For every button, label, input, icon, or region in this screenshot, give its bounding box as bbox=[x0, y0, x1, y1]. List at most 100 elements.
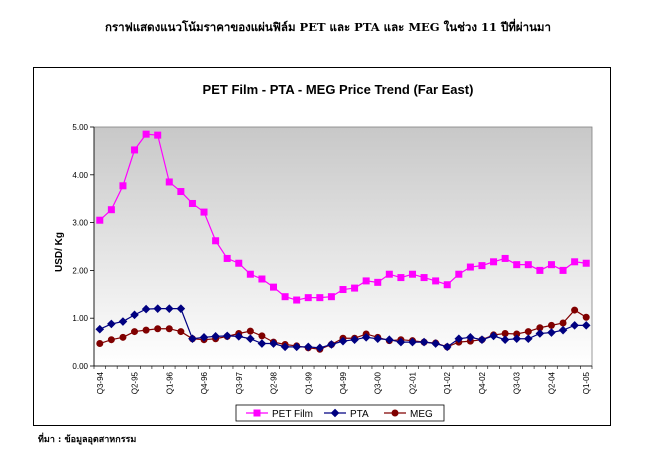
data-point-pet-film bbox=[258, 275, 266, 283]
data-point-pet-film bbox=[362, 277, 370, 285]
data-point-meg bbox=[246, 327, 254, 335]
data-point-pta bbox=[107, 319, 116, 329]
data-point-pta bbox=[477, 335, 487, 345]
data-point-pta bbox=[454, 334, 464, 344]
data-point-pet-film bbox=[246, 270, 254, 278]
data-point-pta bbox=[292, 342, 301, 352]
x-tick-label: Q3-94 bbox=[96, 371, 105, 394]
legend-item-pta: PTA bbox=[324, 408, 369, 420]
data-point-meg bbox=[582, 313, 590, 321]
data-point-pet-film bbox=[339, 286, 347, 294]
legend-item-meg: MEG bbox=[384, 409, 433, 420]
data-point-pet-film bbox=[212, 237, 220, 245]
data-point-pta bbox=[396, 337, 406, 347]
data-point-pta bbox=[153, 304, 163, 313]
data-point-pet-film bbox=[119, 182, 127, 190]
data-point-meg bbox=[559, 319, 567, 327]
data-point-meg bbox=[96, 340, 104, 348]
data-point-pet-film bbox=[200, 208, 208, 216]
data-point-pet-film bbox=[513, 261, 521, 269]
data-point-pet-film bbox=[443, 281, 451, 289]
data-point-pta bbox=[141, 304, 151, 314]
data-point-pta bbox=[385, 335, 394, 345]
series-pta bbox=[95, 304, 591, 353]
data-point-pet-film bbox=[351, 284, 359, 292]
y-axis: 0.00 1.00 2.00 3.00 4.00 5.00 bbox=[72, 123, 95, 371]
page-heading: กราฟแสดงแนวโน้มราคาของแผ่นฟิล์ม PET และ … bbox=[105, 20, 551, 34]
data-point-pta bbox=[558, 325, 568, 335]
data-point-pet-film bbox=[524, 261, 532, 269]
data-point-pet-film bbox=[547, 261, 555, 269]
data-point-pta bbox=[176, 304, 186, 313]
data-point-meg bbox=[165, 325, 173, 333]
series-pet-film bbox=[96, 130, 590, 304]
data-point-pta bbox=[442, 342, 452, 352]
data-point-pta bbox=[350, 335, 359, 345]
x-tick-label: Q2-95 bbox=[131, 371, 140, 394]
x-tick-label: Q4-99 bbox=[339, 371, 348, 394]
data-point-meg bbox=[177, 328, 185, 336]
data-point-pet-film bbox=[316, 294, 324, 302]
data-point-pet-film bbox=[270, 283, 278, 291]
x-tick-label: Q4-96 bbox=[200, 371, 209, 394]
data-point-pta bbox=[431, 339, 440, 348]
data-point-pet-film bbox=[165, 178, 173, 186]
data-point-pet-film bbox=[374, 278, 382, 286]
data-point-pta bbox=[164, 304, 174, 313]
x-tick-label: Q3-03 bbox=[513, 371, 522, 394]
legend-item-pet-film: PET Film bbox=[246, 409, 313, 420]
data-point-pet-film bbox=[571, 258, 579, 266]
data-point-meg bbox=[571, 306, 579, 314]
chart-title: PET Film - PTA - MEG Price Trend (Far Ea… bbox=[203, 82, 474, 97]
data-point-pta bbox=[373, 334, 383, 344]
data-point-pet-film bbox=[455, 270, 463, 278]
data-point-pet-film bbox=[327, 293, 335, 301]
data-point-pta bbox=[211, 332, 220, 341]
data-point-pta bbox=[489, 331, 498, 341]
x-tick-label: Q3-97 bbox=[235, 371, 244, 394]
legend-label: MEG bbox=[410, 409, 433, 420]
x-tick-label: Q4-02 bbox=[478, 371, 487, 394]
x-axis: Q3-94 Q2-95 Q1-96 Q4-96 Q3-97 Q2-98 Q1-99 Q4-99… bbox=[93, 365, 593, 394]
data-point-pta bbox=[466, 333, 475, 342]
data-point-pta bbox=[535, 329, 545, 338]
legend-label: PET Film bbox=[272, 409, 313, 420]
y-tick-label: 1.00 bbox=[72, 314, 88, 323]
data-point-pet-film bbox=[131, 146, 139, 154]
x-tick-label: Q2-98 bbox=[270, 371, 279, 394]
data-point-pet-film bbox=[235, 259, 243, 267]
data-point-pta bbox=[188, 334, 197, 344]
x-tick-label: Q2-04 bbox=[547, 371, 556, 394]
y-tick-label: 3.00 bbox=[72, 219, 88, 228]
data-point-pet-film bbox=[420, 274, 428, 282]
x-tick-label: Q1-96 bbox=[165, 371, 174, 394]
y-tick-label: 0.00 bbox=[72, 362, 88, 371]
data-point-pet-film bbox=[304, 294, 312, 302]
x-tick-label: Q1-99 bbox=[304, 371, 313, 394]
data-point-pet-film bbox=[408, 270, 416, 278]
data-point-pta bbox=[581, 321, 591, 330]
data-point-pta bbox=[419, 337, 429, 347]
data-point-pet-film bbox=[397, 274, 405, 282]
data-point-pta bbox=[257, 339, 267, 348]
data-point-meg bbox=[119, 333, 127, 341]
chart-frame: PET Film - PTA - MEG Price Trend (Far Ea… bbox=[33, 67, 611, 426]
x-tick-label: Q3-00 bbox=[374, 371, 383, 394]
data-point-pta bbox=[303, 342, 313, 352]
data-point-pet-film bbox=[154, 131, 162, 139]
data-point-pet-film bbox=[490, 258, 498, 266]
data-point-pta bbox=[500, 335, 510, 345]
legend-marker bbox=[391, 409, 399, 417]
data-point-pet-film bbox=[432, 277, 440, 285]
source-note: ที่มา : ข้อมูลอุตสาหกรรม bbox=[38, 435, 137, 445]
y-axis-label: USD/ Kg bbox=[54, 232, 65, 272]
data-point-pet-film bbox=[293, 296, 301, 304]
x-tick-label: Q1-02 bbox=[443, 371, 452, 394]
data-point-pta bbox=[570, 321, 579, 330]
data-point-pta bbox=[269, 339, 278, 348]
data-point-pet-film bbox=[478, 262, 486, 270]
legend-label: PTA bbox=[350, 409, 369, 420]
data-point-pta bbox=[547, 328, 556, 337]
x-tick-label: Q1-05 bbox=[582, 371, 591, 394]
data-point-pet-film bbox=[177, 188, 185, 196]
